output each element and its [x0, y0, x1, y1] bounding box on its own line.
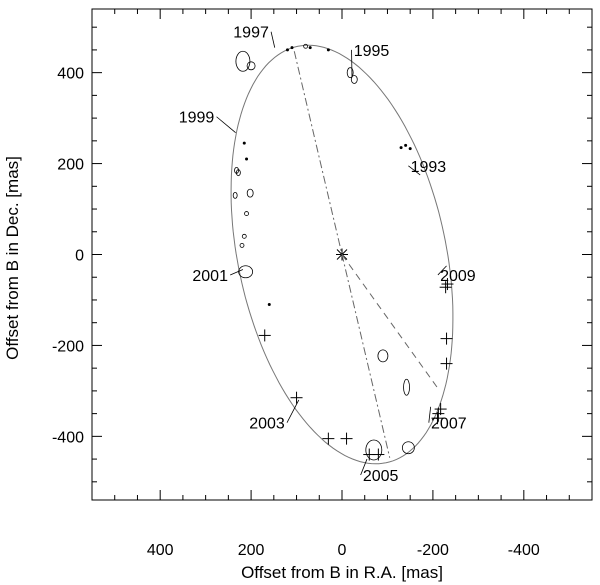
error-ellipse-marker — [246, 188, 254, 198]
data-markers — [232, 43, 454, 461]
tick-labels: 400 200 0 -200 -400 400 200 0 -200 -400 — [52, 66, 540, 559]
tick-marks — [92, 9, 592, 500]
plus-marker — [432, 407, 445, 420]
dot-marker — [326, 48, 330, 52]
error-ellipse-marker — [377, 349, 389, 363]
y-tick-label: 200 — [57, 157, 84, 174]
error-ellipse-marker — [350, 75, 358, 84]
plus-marker — [340, 432, 353, 445]
plus-marker — [440, 332, 453, 345]
y-axis-label: Offset from B in Dec. [mas] — [3, 156, 22, 360]
year-label: 1995 — [354, 43, 390, 60]
dot-marker — [290, 46, 294, 50]
x-axis-label: Offset from B in R.A. [mas] — [241, 563, 443, 582]
dot-marker — [308, 46, 312, 50]
error-ellipse-marker — [246, 61, 256, 71]
error-ellipse-marker — [239, 243, 245, 248]
x-tick-label: -200 — [417, 542, 449, 559]
x-tick-label: 200 — [238, 542, 265, 559]
error-ellipse-marker — [241, 233, 247, 239]
dot-marker — [399, 146, 403, 150]
plus-marker — [440, 357, 453, 370]
x-tick-label: -400 — [508, 542, 540, 559]
error-ellipse-marker — [303, 43, 309, 49]
plus-marker — [431, 412, 444, 425]
year-leader-line — [408, 165, 421, 176]
x-tick-label: 400 — [147, 542, 174, 559]
error-ellipse-marker — [235, 50, 251, 72]
year-leader-line — [437, 265, 447, 276]
plus-marker — [439, 281, 452, 294]
year-leader-line — [216, 116, 236, 133]
plus-marker — [322, 432, 335, 445]
error-ellipse-marker — [235, 169, 241, 177]
dot-marker — [408, 147, 412, 151]
plus-marker — [290, 391, 303, 404]
y-tick-label: 0 — [75, 248, 84, 265]
year-label: 2001 — [192, 268, 228, 285]
error-ellipse-marker — [401, 441, 415, 455]
dot-marker — [267, 303, 271, 307]
x-tick-label: 0 — [338, 542, 347, 559]
plus-marker — [258, 329, 271, 342]
orbit-ellipse — [230, 44, 454, 465]
year-leader-line — [230, 269, 244, 276]
year-leader-line — [270, 31, 276, 48]
year-label: 1997 — [233, 25, 269, 42]
error-ellipse-marker — [403, 378, 410, 396]
y-tick-label: -400 — [52, 429, 84, 446]
periastron-line — [341, 254, 441, 392]
year-label: 2003 — [249, 416, 285, 433]
year-leader-line — [428, 406, 432, 423]
error-ellipse-marker — [232, 191, 238, 199]
error-ellipse-marker — [365, 439, 383, 461]
error-ellipse-marker — [238, 265, 254, 279]
plus-marker — [434, 403, 447, 416]
plus-marker — [441, 278, 454, 291]
year-label: 2007 — [431, 416, 467, 433]
year-annotations: 1993 1995 1997 1999 2001 2003 2005 2007 2009 — [179, 25, 476, 485]
year-leader-line — [286, 399, 300, 423]
y-tick-label: -200 — [52, 338, 84, 355]
year-label: 2005 — [363, 468, 399, 485]
error-ellipse-marker — [244, 211, 249, 216]
dot-marker — [285, 48, 289, 52]
year-label: 1999 — [179, 110, 215, 127]
dot-marker — [242, 141, 246, 145]
error-ellipse-marker — [346, 67, 354, 79]
year-label: 1993 — [411, 159, 447, 176]
year-label: 2009 — [440, 268, 476, 285]
year-leader-line — [360, 458, 368, 476]
node-lines — [293, 51, 441, 458]
dot-marker — [245, 157, 249, 161]
dot-marker — [404, 143, 408, 147]
y-tick-label: 400 — [57, 66, 84, 83]
